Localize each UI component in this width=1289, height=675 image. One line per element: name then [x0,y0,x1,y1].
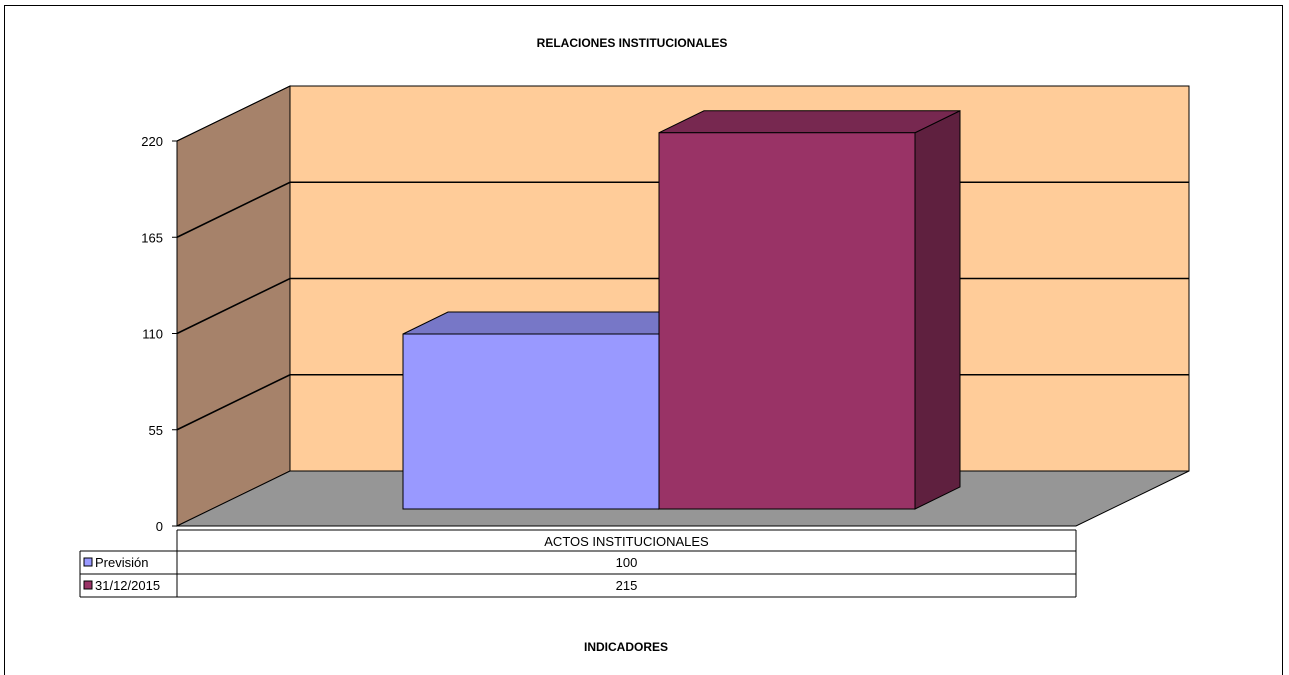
data-label: 215 [616,578,638,593]
bar-top [659,111,960,133]
legend-swatch [84,558,92,566]
y-tick-label: 55 [149,423,163,438]
data-table: ACTOS INSTITUCIONALES Previsión 100 31/12/2… [80,530,1076,597]
bar-front [659,133,915,509]
y-tick-label: 0 [156,519,163,534]
chart-title: RELACIONES INSTITUCIONALES [537,36,728,50]
y-tick-label: 165 [141,230,163,245]
bar-side [915,111,960,509]
category-label: ACTOS INSTITUCIONALES [544,534,709,549]
x-axis-label: INDICADORES [584,640,668,654]
y-tick-label: 220 [141,134,163,149]
y-tick-label: 110 [142,327,163,342]
bar-front [403,334,659,509]
legend-swatch [84,581,92,589]
legend-entry: Previsión [95,555,148,570]
data-label: 100 [616,555,638,570]
plot-area: 0 55 110 165 220 [141,86,1189,534]
bar-actual [659,111,960,509]
legend-entry: 31/12/2015 [95,578,160,593]
